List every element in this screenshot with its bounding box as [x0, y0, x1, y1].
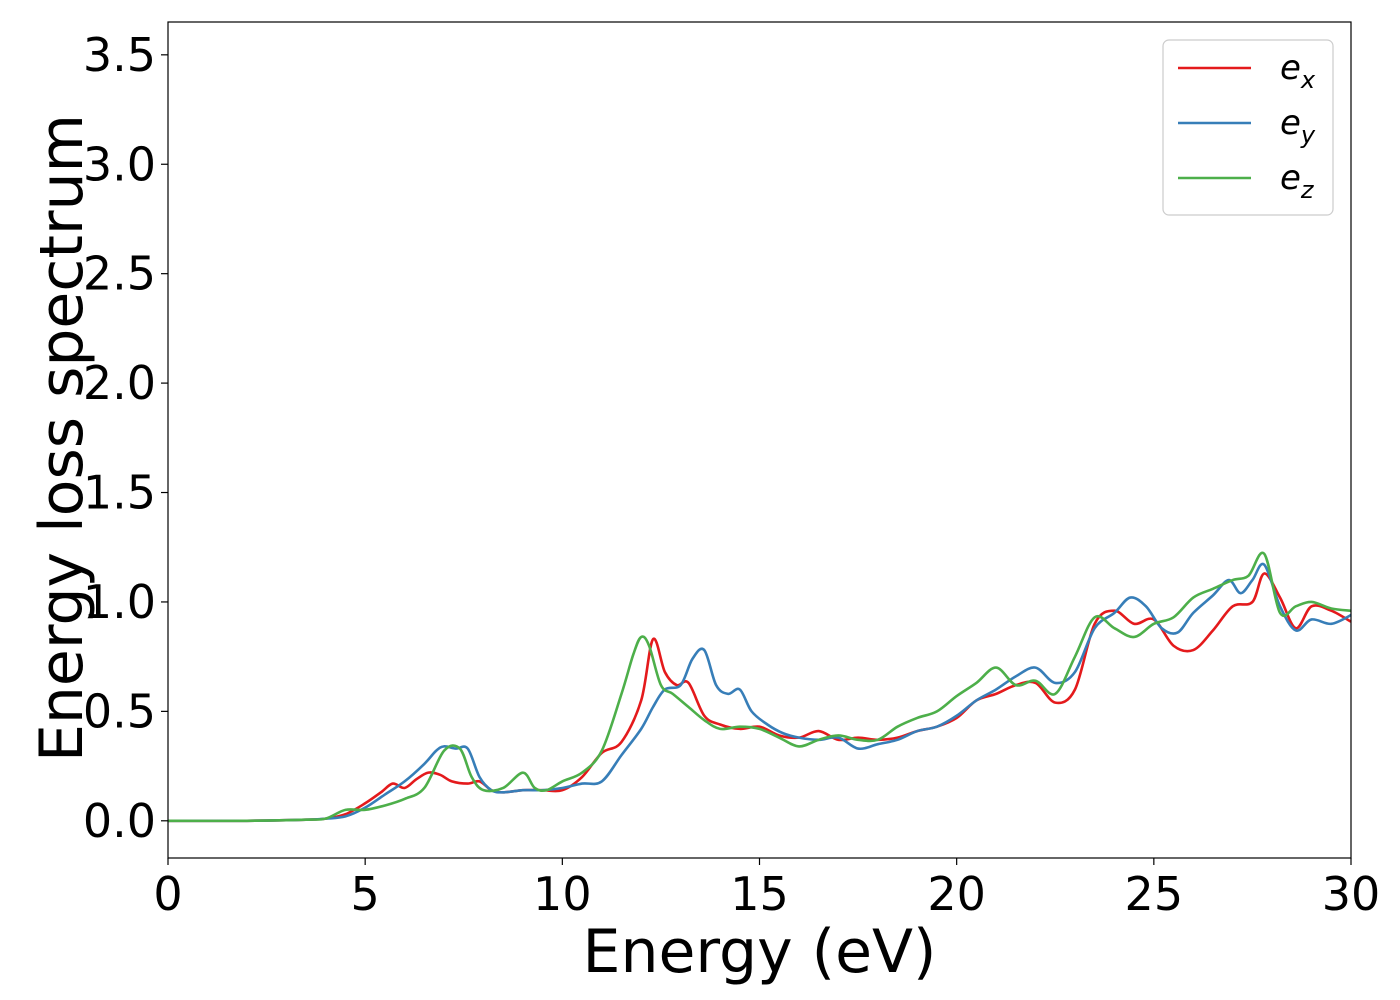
legend: ex ey ez — [1162, 39, 1334, 216]
legend-label-z: ez — [1280, 158, 1315, 204]
y-axis-title: Energy loss spectrum — [27, 114, 97, 762]
legend-box — [1162, 39, 1334, 216]
x-axis-title: Energy (eV) — [583, 917, 937, 987]
series-line-z — [167, 551, 1352, 823]
series-line-y — [167, 562, 1352, 823]
series-layer — [167, 551, 1352, 823]
y-tick-label: 1.5 — [83, 466, 156, 520]
x-tick-label: 10 — [533, 867, 592, 921]
y-tick-label: 2.5 — [83, 247, 156, 301]
x-tick-label: 25 — [1125, 867, 1184, 921]
x-tick-label: 20 — [927, 867, 986, 921]
y-axis: 0.0 0.5 1.0 1.5 2.0 2.5 3.0 3.5 — [83, 28, 168, 848]
y-tick-label: 3.5 — [83, 28, 156, 82]
x-tick-label: 15 — [730, 867, 789, 921]
x-axis: 0 5 10 15 20 25 30 — [153, 858, 1380, 921]
legend-label-x: ex — [1280, 48, 1316, 94]
y-tick-label: 0.5 — [83, 684, 156, 738]
y-tick-label: 3.0 — [83, 137, 156, 191]
y-tick-label: 2.0 — [83, 356, 156, 410]
x-tick-label: 30 — [1322, 867, 1381, 921]
series-line-x — [167, 572, 1352, 823]
y-tick-label: 1.0 — [83, 575, 156, 629]
legend-label-y: ey — [1280, 103, 1316, 149]
x-tick-label: 0 — [153, 867, 182, 921]
x-tick-label: 5 — [351, 867, 380, 921]
y-tick-label: 0.0 — [83, 794, 156, 848]
